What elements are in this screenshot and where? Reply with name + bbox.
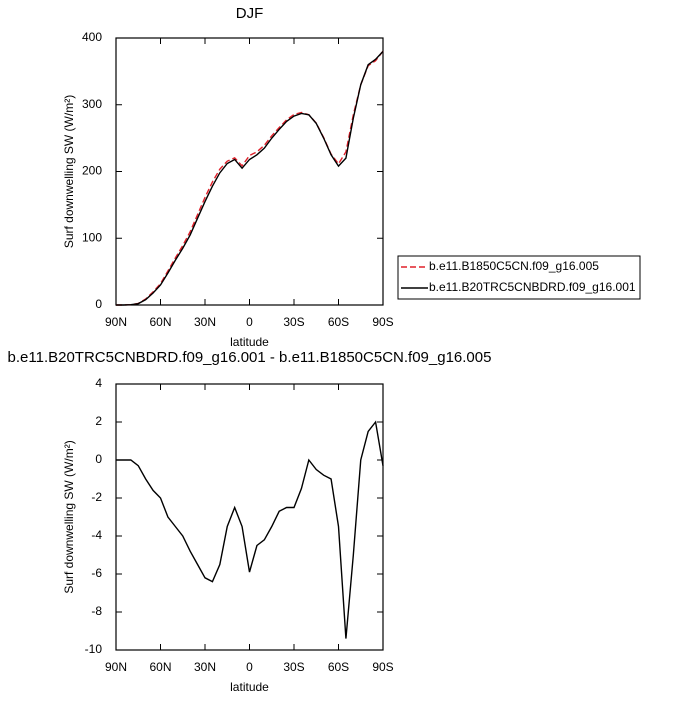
series-line (116, 50, 384, 306)
series-line (116, 50, 384, 306)
y-tick-label: 4 (95, 376, 102, 390)
y-axis-title: Surf downwelling SW (W/m²) (62, 95, 76, 248)
y-tick-label: 300 (82, 97, 102, 111)
y-tick-label: 100 (82, 230, 102, 244)
x-tick-label: 90S (372, 315, 393, 329)
series-line (116, 420, 384, 639)
x-tick-label: 60S (328, 660, 349, 674)
x-tick-label: 90N (105, 315, 127, 329)
y-tick-label: -4 (91, 528, 102, 542)
x-tick-label: 90S (372, 660, 393, 674)
x-tick-label: 0 (246, 315, 253, 329)
legend-label: b.e11.B20TRC5CNBDRD.f09_g16.001 (429, 280, 636, 294)
x-axis-title: latitude (230, 335, 269, 349)
x-tick-label: 30S (283, 315, 304, 329)
x-tick-label: 60N (149, 315, 171, 329)
y-tick-label: 2 (95, 414, 102, 428)
y-tick-label: -8 (91, 604, 102, 618)
chart-title: b.e11.B20TRC5CNBDRD.f09_g16.001 - b.e11.… (8, 349, 492, 366)
legend-box (397, 255, 641, 300)
x-tick-label: 60S (328, 315, 349, 329)
legend-label: b.e11.B1850C5CN.f09_g16.005 (429, 259, 599, 273)
plot-frame (115, 37, 384, 306)
y-tick-label: 0 (95, 452, 102, 466)
x-axis-title: latitude (230, 680, 269, 694)
x-tick-label: 90N (105, 660, 127, 674)
y-tick-label: -2 (91, 490, 102, 504)
x-tick-label: 0 (246, 660, 253, 674)
y-tick-label: 0 (95, 297, 102, 311)
x-tick-label: 30N (194, 315, 216, 329)
x-tick-label: 60N (149, 660, 171, 674)
chart-title: DJF (236, 5, 264, 22)
plot-frame (115, 383, 384, 651)
y-tick-label: 400 (82, 30, 102, 44)
x-tick-label: 30S (283, 660, 304, 674)
x-tick-label: 30N (194, 660, 216, 674)
y-tick-label: -6 (91, 566, 102, 580)
y-tick-label: 200 (82, 164, 102, 178)
y-axis-title: Surf downwelling SW (W/m²) (62, 440, 76, 593)
y-tick-label: -10 (85, 642, 103, 656)
